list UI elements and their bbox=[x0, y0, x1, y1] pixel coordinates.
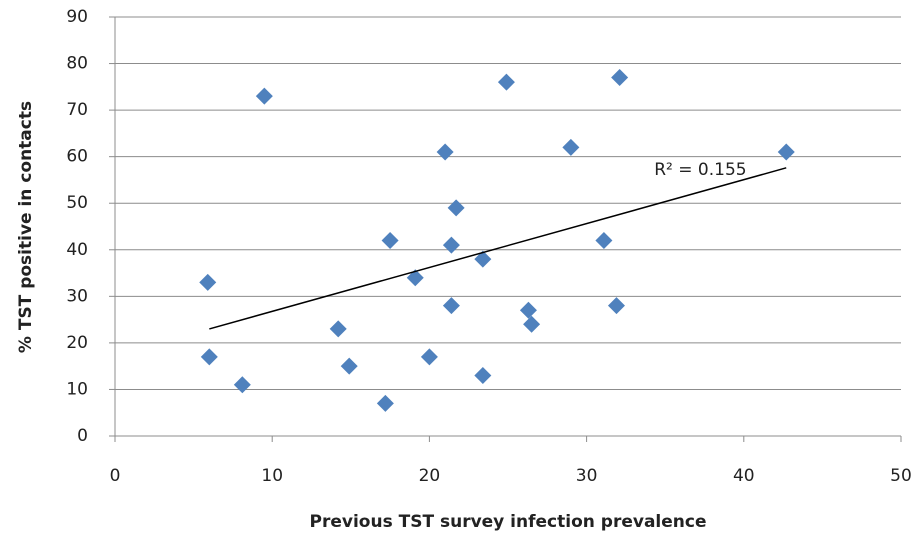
point bbox=[376, 394, 394, 412]
point bbox=[329, 320, 347, 338]
y-tick-label: 10 bbox=[66, 379, 88, 399]
point bbox=[595, 231, 613, 249]
point bbox=[340, 357, 358, 375]
y-tick-label: 20 bbox=[66, 333, 88, 353]
y-axis-title: % TST positive in contacts bbox=[16, 101, 36, 353]
point bbox=[200, 348, 218, 366]
trendline bbox=[209, 167, 787, 330]
y-tick-label: 50 bbox=[66, 193, 88, 213]
point bbox=[406, 269, 424, 287]
point bbox=[474, 366, 492, 384]
y-tick-label: 30 bbox=[66, 286, 88, 306]
x-tick-label: 50 bbox=[890, 466, 912, 486]
point bbox=[381, 231, 399, 249]
point bbox=[777, 143, 795, 161]
point bbox=[199, 273, 217, 291]
x-tick-label: 10 bbox=[261, 466, 283, 486]
point bbox=[497, 73, 515, 91]
x-tick-label: 20 bbox=[419, 466, 441, 486]
point bbox=[442, 297, 460, 315]
point bbox=[233, 376, 251, 394]
y-tick-label: 80 bbox=[66, 54, 88, 74]
y-tick-label: 70 bbox=[66, 100, 88, 120]
y-tick-label: 0 bbox=[77, 426, 88, 446]
point bbox=[442, 236, 460, 254]
trendline-label: R² = 0.155 bbox=[654, 160, 746, 180]
point bbox=[474, 250, 492, 268]
point bbox=[519, 301, 537, 319]
y-tick-label: 60 bbox=[66, 147, 88, 167]
y-tick-label: 40 bbox=[66, 240, 88, 260]
point bbox=[255, 87, 273, 105]
y-tick-label: 90 bbox=[66, 7, 88, 27]
point bbox=[436, 143, 454, 161]
x-tick-label: 30 bbox=[576, 466, 598, 486]
x-tick-label: 0 bbox=[110, 466, 121, 486]
x-axis-title: Previous TST survey infection prevalence bbox=[310, 512, 707, 532]
point bbox=[562, 138, 580, 156]
point bbox=[447, 199, 465, 217]
point bbox=[607, 297, 625, 315]
point bbox=[523, 315, 541, 333]
x-tick-label: 40 bbox=[733, 466, 755, 486]
point bbox=[420, 348, 438, 366]
point bbox=[611, 69, 629, 87]
